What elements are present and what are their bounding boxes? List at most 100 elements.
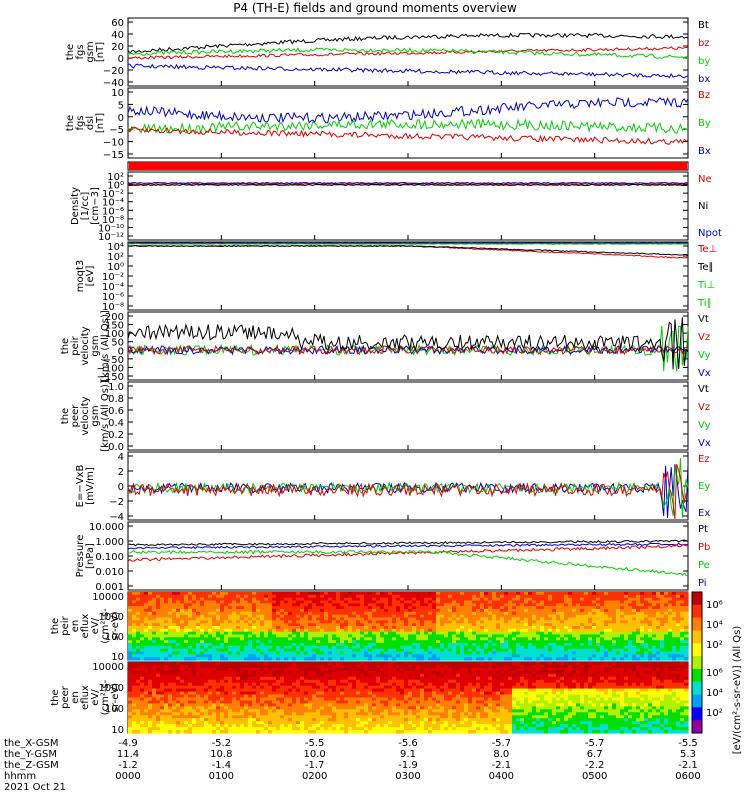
spectrogram-cell [208,657,213,661]
spectrogram-cell [308,648,313,653]
spectrogram-cell [280,606,285,610]
spectrogram-cell [340,614,345,619]
spectrogram-cell [324,706,329,710]
spectrogram-cell [264,667,269,672]
spectrogram-cell [344,620,349,624]
spectrogram-cell [664,648,669,653]
spectrogram-cell [244,694,249,699]
spectrogram-cell [184,676,189,681]
spectrogram-cell [336,637,341,641]
spectrogram-cell [388,594,393,599]
spectrogram-cell [676,637,681,641]
spectrogram-cell [592,634,597,638]
spectrogram-cell [184,673,189,678]
spectrogram-cell [428,634,433,638]
spectrogram-cell [340,643,345,647]
spectrogram-cell [452,617,457,621]
spectrogram-cell [668,640,673,644]
spectrogram-cell [300,609,305,613]
legend-label: Vx [698,438,711,449]
spectrogram-cell [204,709,209,713]
spectrogram-cell [320,614,325,619]
spectrogram-cell [184,682,189,687]
spectrogram-cell [236,651,241,655]
spectrogram-cell [588,600,593,604]
spectrogram-cell [252,594,257,599]
spectrogram-cell [216,600,221,604]
spectrogram-cell [436,637,441,641]
spectrogram-cell [128,691,133,696]
spectrogram-cell [360,609,365,613]
spectrogram-cell [316,685,321,690]
spectrogram-cell [252,712,257,716]
spectrogram-cell [632,594,637,599]
spectrogram-cell [384,623,389,627]
spectrogram-cell [492,603,497,607]
spectrogram-cell [332,676,337,681]
spectrogram-cell [408,657,413,661]
spectrogram-cell [596,654,601,658]
spectrogram-cell [684,609,689,613]
spectrogram-cell [656,637,661,641]
spectrogram-cell [676,592,681,596]
spectrogram-cell [344,645,349,650]
spectrogram-cell [180,685,185,690]
spectrogram-cell [480,648,485,653]
spectrogram-cell [420,626,425,630]
spectrogram-cell [680,628,685,633]
spectrogram-cell [256,609,261,613]
spectrogram-cell [132,706,137,710]
spectrogram-cell [172,614,177,619]
spectrogram-cell [216,697,221,702]
spectrogram-cell [192,697,197,702]
spectrogram-cell [456,648,461,653]
spectrogram-cell [204,654,209,658]
spectrogram-cell [300,640,305,644]
spectrogram-cell [336,592,341,596]
spectrogram-cell [608,606,613,610]
spectrogram-cell [684,592,689,596]
spectrogram-cell [604,617,609,621]
spectrogram-cell [332,592,337,596]
spectrogram-cell [332,651,337,655]
spectrogram-cell [500,600,505,604]
spectrogram-cell [200,706,205,710]
spectrogram-cell [488,637,493,641]
spectrogram-cell [524,611,529,616]
spectrogram-cell [332,679,337,684]
spectrogram-cell [164,700,169,705]
spectrogram-cell [516,657,521,661]
spectrogram-cell [324,709,329,713]
spectrogram-cell [336,679,341,684]
spectrogram-cell [228,730,233,734]
spectrogram-cell [152,676,157,681]
spectrogram-cell [156,673,161,678]
spectrogram-cell [184,688,189,693]
spectrogram-cell [248,712,253,716]
spectrogram-cell [248,654,253,658]
spectrogram-cell [432,617,437,621]
spectrogram-cell [192,673,197,678]
spectrogram-cell [652,623,657,627]
spectrogram-cell [192,634,197,638]
spectrogram-cell [516,600,521,604]
spectrogram-cell [340,676,345,681]
spectrogram-cell [232,606,237,610]
spectrogram-cell [456,645,461,650]
spectrogram-cell [504,626,509,630]
spectrogram-cell [300,597,305,602]
spectrogram-cell [616,645,621,650]
spectrogram-cell [268,700,273,705]
spectrogram-cell [376,611,381,616]
spectrogram-cell [564,617,569,621]
y-axis-label: [eV] [85,266,96,287]
spectrogram-cell [628,645,633,650]
spectrogram-cell [180,631,185,636]
spectrogram-cell [380,626,385,630]
spectrogram-cell [248,691,253,696]
spectrogram-cell [588,631,593,636]
spectrogram-cell [152,679,157,684]
spectrogram-cell [296,637,301,641]
spectrogram-cell [604,634,609,638]
spectrogram-cell [132,651,137,655]
